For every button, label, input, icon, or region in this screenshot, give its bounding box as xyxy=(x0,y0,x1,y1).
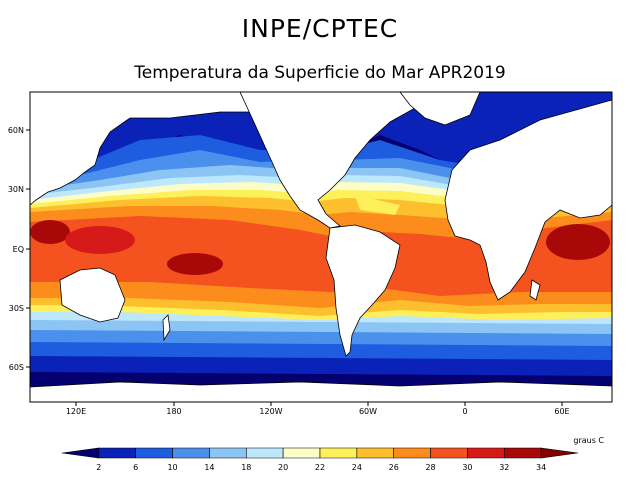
colorbar-swatch xyxy=(172,447,210,459)
land-antarctica xyxy=(30,381,612,402)
colorbar: 2 6 10 14 18 20 22 24 26 28 30 32 34 xyxy=(61,447,579,472)
colorbar-tick-label: 18 xyxy=(241,463,251,472)
colorbar-swatch xyxy=(282,447,321,459)
page-title: INPE/CPTEC xyxy=(241,14,399,43)
land-new-zealand xyxy=(162,314,171,342)
lon-axis: 120E 180 120W 60W 0 60E xyxy=(66,402,570,416)
colorbar-tick-label: 22 xyxy=(315,463,325,472)
colorbar-tick-label: 10 xyxy=(167,463,177,472)
lat-label-eq: EQ xyxy=(13,245,24,254)
colorbar-swatch xyxy=(135,447,173,459)
land-greenland xyxy=(399,92,481,126)
colorbar-tick-label: 6 xyxy=(133,463,138,472)
lon-label-120w: 120W xyxy=(259,407,282,416)
colorbar-tick-label: 34 xyxy=(536,463,546,472)
map-frame xyxy=(29,91,613,403)
lon-label-0: 0 xyxy=(462,407,467,416)
colorbar-tick-label: 20 xyxy=(278,463,288,472)
colorbar-swatch xyxy=(540,447,579,459)
colorbar-swatch xyxy=(467,447,505,459)
lat-axis: 60N 30N EQ 30S 60S xyxy=(8,126,30,372)
colorbar-swatch xyxy=(430,447,468,459)
colorbar-swatch xyxy=(319,447,358,459)
sst-field xyxy=(30,92,612,402)
colorbar-tick-label: 2 xyxy=(96,463,101,472)
lat-label-60n: 60N xyxy=(8,126,24,135)
lat-label-60s: 60S xyxy=(9,363,24,372)
land-australia xyxy=(59,267,126,323)
colorbar-tick-label: 26 xyxy=(389,463,399,472)
colorbar-swatch xyxy=(61,447,100,459)
map-subtitle: Temperatura da Superficie do Mar APR2019 xyxy=(134,63,506,83)
land-europe-africa-asia xyxy=(444,99,612,301)
lon-label-180: 180 xyxy=(166,407,181,416)
colorbar-tick-label: 30 xyxy=(462,463,472,472)
colorbar-swatch xyxy=(356,447,395,459)
land-masks xyxy=(30,92,612,402)
colorbar-swatch xyxy=(393,447,431,459)
colorbar-swatch xyxy=(98,447,137,459)
lon-label-60w: 60W xyxy=(359,407,377,416)
colorbar-tick-label: 32 xyxy=(499,463,509,472)
colorbar-tick-label: 24 xyxy=(352,463,362,472)
lat-label-30n: 30N xyxy=(8,185,24,194)
lat-label-30s: 30S xyxy=(9,304,24,313)
colorbar-swatch xyxy=(245,447,284,459)
land-south-america xyxy=(325,224,401,357)
units-label: graus C xyxy=(573,436,604,445)
colorbar-tick-label: 14 xyxy=(204,463,214,472)
lon-label-120e: 120E xyxy=(66,407,86,416)
colorbar-swatch xyxy=(503,447,542,459)
lon-label-60e: 60E xyxy=(554,407,569,416)
colorbar-tick-label: 28 xyxy=(425,463,435,472)
colorbar-swatch xyxy=(209,447,247,459)
land-madagascar xyxy=(529,279,541,301)
land-north-america xyxy=(239,92,441,229)
